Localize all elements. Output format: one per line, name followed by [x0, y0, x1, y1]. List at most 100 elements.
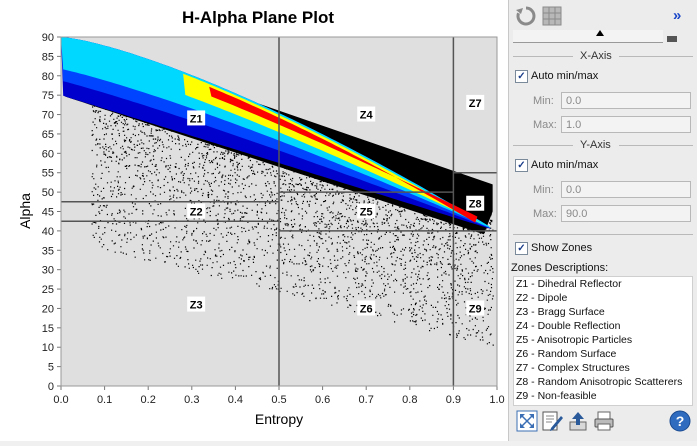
plot-panel: H-Alpha Plane Plot Z1 Z2 Z3 Z4 Z5 Z6 Z7 Z8 Z9 0.… [0, 0, 508, 441]
y-tick-label: 85 [42, 51, 54, 63]
list-item[interactable]: Z6 - Random Surface [516, 348, 617, 360]
y-auto-label: Auto min/max [531, 159, 599, 171]
y-tick-label: 35 [42, 245, 54, 257]
y-min-field[interactable]: 0.0 [561, 181, 691, 198]
density-band-cyan [61, 37, 491, 228]
dropdown-arrow-icon [596, 30, 604, 36]
zone-label-bg [357, 203, 376, 219]
zones-header: Zones Descriptions: [511, 262, 609, 274]
zone-label-z2: Z2 [190, 207, 203, 219]
y-axis-label: Alpha [17, 193, 33, 229]
zone-label-bg [187, 296, 206, 312]
y-max-label: Max: [533, 208, 557, 220]
expand-panel-button[interactable]: » [673, 7, 682, 24]
zone-label-bg [357, 106, 376, 122]
y-tick-label: 75 [42, 90, 54, 102]
y-tick-label: 5 [48, 362, 54, 374]
x-tick-label: 0.2 [141, 394, 156, 406]
y-tick-label: 0 [48, 381, 54, 393]
y-tick-label: 65 [42, 129, 54, 141]
x-axis-label: Entropy [255, 411, 303, 427]
x-tick-label: 0.3 [184, 394, 199, 406]
x-tick-label: 0.4 [228, 394, 243, 406]
list-item[interactable]: Z8 - Random Anisotropic Scatterers [516, 376, 683, 388]
list-item[interactable]: Z2 - Dipole [516, 292, 568, 304]
y-tick-label: 60 [42, 148, 54, 160]
grid-icon[interactable] [541, 5, 563, 27]
x-tick-label: 0.1 [97, 394, 112, 406]
edit-icon[interactable] [541, 410, 563, 432]
zone-label-bg [357, 300, 376, 316]
zone-label-bg [466, 195, 485, 211]
y-auto-checkbox[interactable]: ✓ [515, 159, 528, 172]
y-axis-separator-right [619, 145, 693, 146]
list-item[interactable]: Z9 - Non-feasible [516, 390, 597, 402]
x-max-label: Max: [533, 119, 557, 131]
density-band-red [209, 86, 478, 223]
chart-title: H-Alpha Plane Plot [182, 8, 334, 27]
x-axis-separator-right [619, 56, 693, 57]
list-item[interactable]: Z3 - Bragg Surface [516, 306, 605, 318]
zones-list[interactable]: Z1 - Dihedral Reflector Z2 - Dipole Z3 -… [513, 276, 693, 406]
zone-label-z7: Z7 [469, 98, 482, 110]
x-tick-label: 0.6 [315, 394, 330, 406]
zone-label-z6: Z6 [360, 303, 373, 315]
y-axis-header: Y-Axis [580, 139, 611, 151]
export-icon[interactable] [567, 410, 589, 432]
h-alpha-chart: H-Alpha Plane Plot Z1 Z2 Z3 Z4 Z5 Z6 Z7 Z8 Z9 0.… [17, 8, 505, 427]
expand-icon[interactable] [516, 410, 538, 432]
x-tick-label: 0.5 [271, 394, 286, 406]
show-zones-label: Show Zones [531, 242, 593, 254]
zone-label-z8: Z8 [469, 199, 482, 211]
list-item[interactable]: Z4 - Double Reflection [516, 320, 621, 332]
zone-label-bg [466, 300, 485, 316]
x-auto-checkbox[interactable]: ✓ [515, 70, 528, 83]
y-tick-label: 90 [42, 32, 54, 44]
x-tick-label: 1.0 [489, 394, 504, 406]
y-tick-label: 80 [42, 71, 54, 83]
x-max-field[interactable]: 1.0 [561, 116, 691, 133]
show-zones-checkbox[interactable]: ✓ [515, 242, 528, 255]
svg-text:?: ? [676, 413, 685, 429]
y-tick-label: 50 [42, 187, 54, 199]
list-item[interactable]: Z7 - Complex Structures [516, 362, 630, 374]
x-tick-label: 0.9 [446, 394, 461, 406]
clipped-dropdown[interactable] [513, 30, 663, 43]
list-item[interactable]: Z5 - Anisotropic Particles [516, 334, 633, 346]
x-min-field[interactable]: 0.0 [561, 92, 691, 109]
print-icon[interactable] [593, 410, 615, 432]
color-swatch[interactable] [667, 36, 677, 42]
x-tick-label: 0.0 [53, 394, 68, 406]
x-tick-label: 0.7 [359, 394, 374, 406]
y-tick-label: 20 [42, 303, 54, 315]
zone-label-bg [187, 110, 206, 126]
zone-label-z4: Z4 [360, 110, 374, 122]
x-tick-label: 0.8 [402, 394, 417, 406]
y-tick-label: 15 [42, 323, 54, 335]
x-min-label: Min: [533, 95, 554, 107]
zone-label-z3: Z3 [190, 300, 203, 312]
zone-label-bg [187, 203, 206, 219]
list-item[interactable]: Z1 - Dihedral Reflector [516, 278, 622, 290]
y-tick-label: 70 [42, 110, 54, 122]
zone-label-z1: Z1 [190, 113, 203, 125]
zones-separator [513, 234, 693, 235]
plot-frame [60, 36, 498, 387]
y-tick-label: 40 [42, 226, 54, 238]
y-max-field[interactable]: 90.0 [561, 205, 691, 222]
zone-label-z5: Z5 [360, 207, 373, 219]
y-tick-label: 10 [42, 342, 54, 354]
zone-label-bg [466, 94, 485, 110]
y-tick-label: 30 [42, 265, 54, 277]
x-axis-separator-left [513, 56, 573, 57]
y-axis-separator-left [513, 145, 573, 146]
y-min-label: Min: [533, 184, 554, 196]
help-icon[interactable]: ? [669, 410, 691, 432]
refresh-icon[interactable] [515, 5, 537, 27]
x-auto-label: Auto min/max [531, 70, 599, 82]
settings-panel: » X-Axis ✓ Auto min/max Min: 0.0 Max: 1.… [508, 0, 697, 441]
y-tick-label: 25 [42, 284, 54, 296]
y-tick-label: 45 [42, 207, 54, 219]
y-tick-label: 55 [42, 168, 54, 180]
zone-label-z9: Z9 [469, 303, 482, 315]
